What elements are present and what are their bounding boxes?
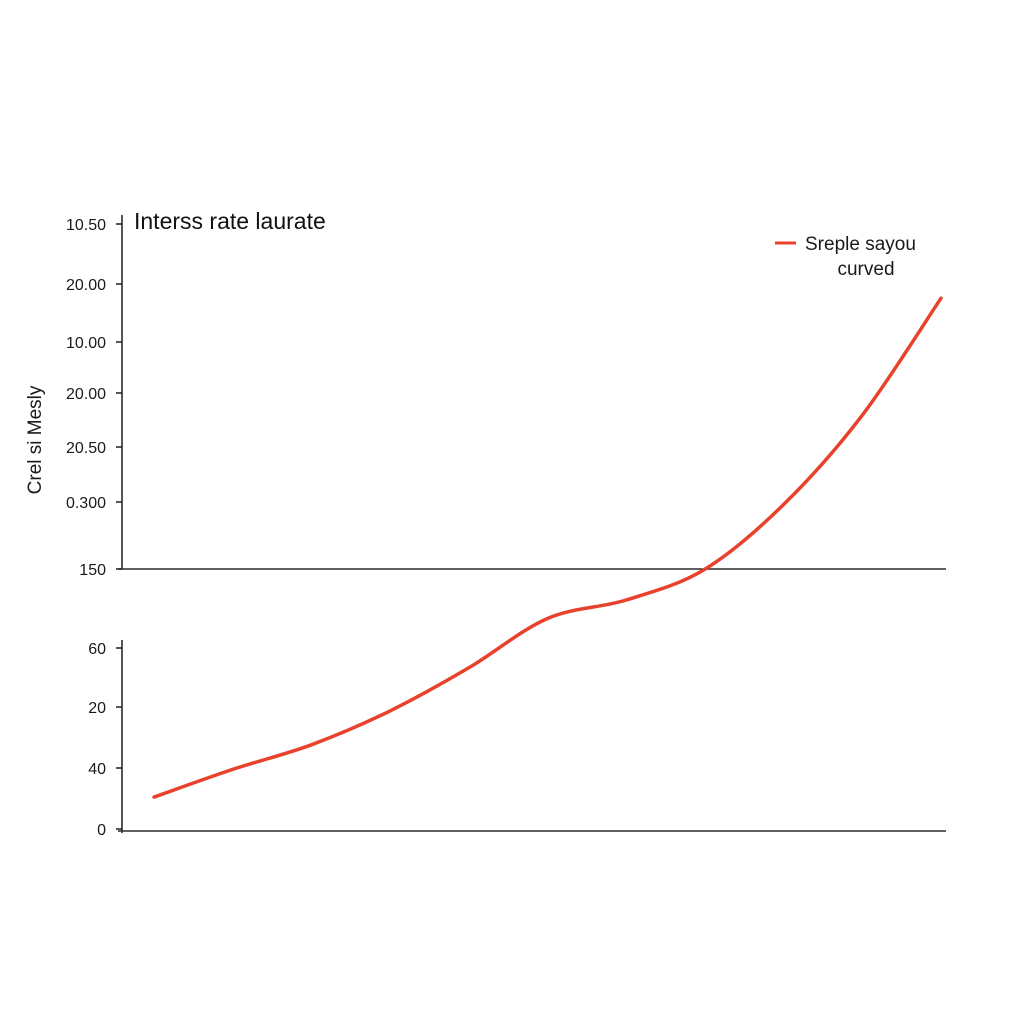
legend-label-line-2: curved (837, 259, 894, 280)
y-ticks: 10.50 20.00 10.00 20.00 20.50 0.300 150 60 20 40 0 (66, 217, 122, 839)
y-tick-label: 20.00 (66, 386, 106, 403)
y-tick-label: 0 (97, 822, 106, 839)
y-tick-label: 20.00 (66, 277, 106, 294)
y-tick-label: 60 (88, 641, 106, 658)
y-tick-label: 20 (88, 700, 106, 717)
axes (118, 215, 946, 833)
y-axis-label: Crel si Mesly (25, 385, 46, 494)
legend: Sreple sayou curved (775, 234, 916, 280)
y-tick-label: 10.50 (66, 217, 106, 234)
y-tick-label: 10.00 (66, 335, 106, 352)
y-tick-label: 0.300 (66, 495, 106, 512)
series-layer (152, 296, 943, 799)
y-tick-label: 20.50 (66, 440, 106, 457)
y-tick-label: 40 (88, 761, 106, 778)
series-line (152, 296, 943, 799)
legend-label-line-1: Sreple sayou (805, 234, 916, 255)
y-tick-label: 150 (79, 562, 106, 579)
chart-title: Interss rate laurate (134, 208, 326, 234)
